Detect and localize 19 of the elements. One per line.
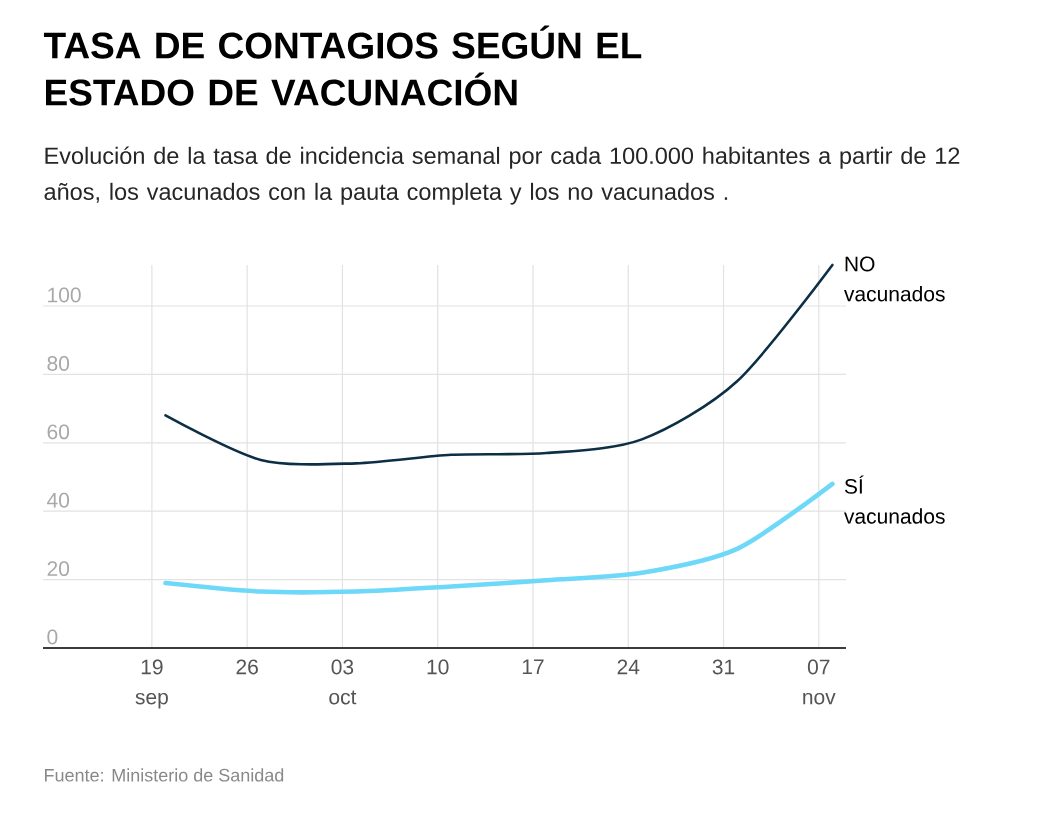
x-tick-label: 31: [712, 659, 735, 675]
y-tick-label: 60: [47, 424, 70, 440]
series-label: NO vacunados: [844, 256, 945, 302]
chart-subtitle: Evolución de la tasa de incidencia semanal por cada 100.000 habitantes a partir de 12 años, los vacunados con la pauta completa y los no vacunados .: [44, 146, 960, 205]
source-note: Fuente: Ministerio de Sanidad: [45, 768, 284, 782]
series-label: SÍ vacunados: [844, 475, 945, 524]
x-tick-label: 24: [617, 659, 640, 675]
y-tick-label: 0: [47, 629, 58, 645]
y-tick-label: 20: [47, 561, 70, 577]
x-tick-label: 26: [236, 659, 258, 675]
x-tick-label: 19 sep: [135, 659, 168, 709]
x-tick-label: 17: [522, 659, 544, 674]
chart-title: TASA DE CONTAGIOS SEGÚN EL ESTADO DE VACUNACIÓN: [43, 25, 642, 106]
x-tick-label: 03 oct: [329, 659, 357, 705]
y-tick-label: 80: [47, 356, 70, 371]
x-tick-label: 10: [427, 659, 449, 675]
y-tick-label: 100: [48, 287, 81, 303]
x-tick-label: 07 nov: [803, 659, 836, 705]
y-tick-label: 40: [47, 492, 70, 508]
